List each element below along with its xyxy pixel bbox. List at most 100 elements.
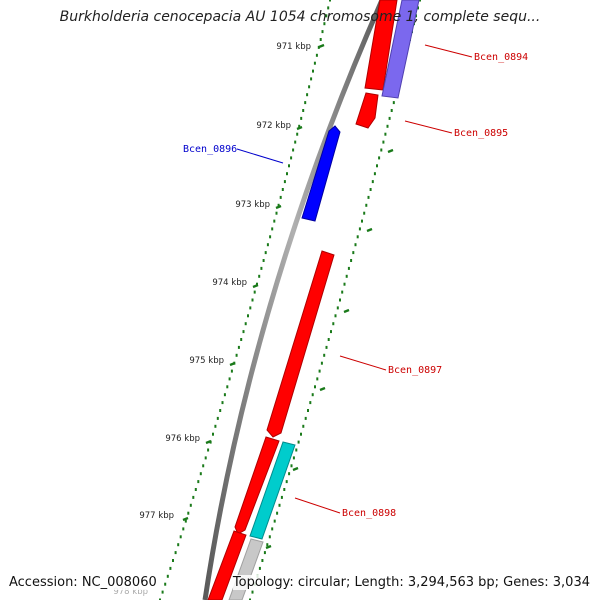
scale-dot (221, 401, 224, 405)
scale-dot (307, 409, 309, 412)
scale-dot (260, 266, 263, 270)
leader-bcen-0898 (294, 497, 341, 514)
scale-dot (378, 156, 381, 160)
scale-dot (251, 298, 254, 302)
scale-dot (219, 409, 222, 412)
scale-dot (288, 472, 291, 476)
topology-label: Topology: circular; Length: 3,294,563 bp… (232, 575, 590, 590)
scale-dot (244, 322, 247, 326)
scale-dot (253, 290, 256, 294)
gene-next-red[interactable] (207, 530, 247, 600)
scale-dot (325, 345, 328, 349)
major-tick (275, 204, 282, 210)
scale-dot (300, 432, 302, 436)
scale-dot (310, 77, 313, 81)
gene-bcen-0896[interactable] (301, 125, 341, 222)
scale-dot (278, 503, 281, 507)
scale-dot (323, 22, 326, 26)
scale-dot (161, 590, 164, 594)
scale-dot (311, 393, 314, 397)
leader-bcen-0896 (236, 148, 284, 164)
scale-dot (334, 314, 337, 318)
scale-dot (228, 377, 231, 381)
scale-dot (177, 543, 180, 547)
scale-dot (320, 361, 323, 365)
chromosome-backbone (202, 0, 385, 600)
scale-dot (263, 551, 266, 555)
scale-dot (329, 0, 331, 2)
scale-label: 977 kbp (139, 511, 174, 521)
scale-dot (223, 393, 226, 397)
scale-dot (197, 480, 200, 484)
scale-dot (277, 203, 280, 207)
scale-label: 978 kbp (113, 587, 148, 597)
scale-dots (159, 0, 421, 600)
scale-dot (292, 456, 295, 460)
scale-dot (279, 195, 282, 199)
scale-dot (317, 45, 320, 49)
scale-dot (313, 61, 316, 65)
scale-dot (308, 85, 311, 89)
scale-dot (373, 172, 376, 176)
scale-dot (212, 432, 214, 436)
scale-dot (347, 266, 350, 270)
scale-dot (327, 6, 330, 10)
gene-label-bcen-0897[interactable]: Bcen_0897 (388, 365, 442, 376)
major-tick (182, 516, 189, 522)
scale-dot (363, 211, 366, 215)
scale-dot (184, 519, 187, 523)
leader-bcen-0897 (339, 355, 387, 371)
scale-dot (251, 590, 254, 594)
scale-dot (271, 527, 274, 531)
gene-bcen-0898-red[interactable] (234, 436, 280, 535)
map-title: Burkholderia cenocepacia AU 1054 chromos… (59, 9, 541, 25)
scale-dot (295, 448, 298, 452)
scale-dot (207, 448, 210, 452)
scale-dot (302, 424, 305, 428)
scale-dot (187, 511, 190, 515)
scale-dot (367, 195, 370, 199)
scale-labels: 971 kbp 972 kbp 973 kbp 974 kbp 975 kbp … (113, 42, 311, 597)
scale-dot (258, 274, 261, 278)
scale-dot (369, 188, 372, 191)
scale-dot (269, 235, 272, 239)
scale-dot (271, 227, 274, 231)
major-tick (252, 283, 259, 289)
scale-dot (312, 69, 314, 73)
scale-dot (290, 464, 293, 468)
scale-dot (365, 203, 368, 207)
gene-label-bcen-0895[interactable]: Bcen_0895 (454, 128, 508, 139)
scale-dot (276, 511, 279, 515)
scale-dot (358, 227, 361, 231)
scale-dot (268, 535, 271, 539)
scale-dot (306, 93, 309, 97)
scale-dot (264, 251, 267, 255)
scale-dot (230, 369, 233, 373)
scale-dot (339, 298, 341, 302)
leader-bcen-0894 (424, 44, 473, 58)
gene-bcen-0897[interactable] (266, 250, 335, 438)
scale-dot (199, 472, 202, 476)
scale-dot (280, 495, 283, 499)
major-tick (205, 439, 212, 445)
scale-dot (386, 124, 389, 128)
gene-bcen-0894[interactable] (381, 0, 420, 99)
scale-dot (356, 235, 359, 239)
scale-dot (325, 14, 328, 18)
gene-bcen-0895[interactable] (355, 92, 379, 129)
scale-dot (382, 140, 385, 144)
gene-label-bcen-0898[interactable]: Bcen_0898 (342, 508, 396, 519)
scale-dot (242, 330, 245, 334)
scale-dot (174, 551, 177, 555)
scale-dot (327, 338, 330, 341)
gene-label-bcen-0894[interactable]: Bcen_0894 (474, 52, 528, 63)
scale-dot (192, 495, 195, 499)
scale-dot (240, 338, 243, 341)
cds-features (207, 0, 420, 600)
scale-dot (297, 440, 300, 444)
major-ticks (182, 43, 394, 550)
gene-bcen-0898[interactable] (249, 441, 296, 540)
gene-label-bcen-0896[interactable]: Bcen_0896 (183, 144, 237, 155)
scale-label: 975 kbp (189, 356, 224, 366)
scale-dot (214, 424, 217, 428)
